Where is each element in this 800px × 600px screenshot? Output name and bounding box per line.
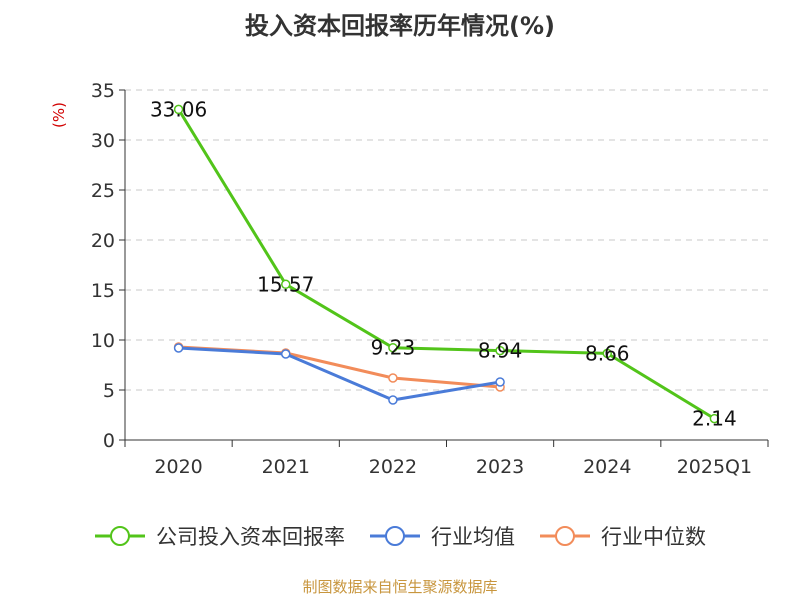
legend-label: 行业中位数 xyxy=(601,525,706,549)
series xyxy=(173,104,720,424)
series-point-0 xyxy=(602,348,612,359)
series-point-1 xyxy=(281,349,291,359)
series-line-0 xyxy=(177,108,716,420)
data-label: 9.23 xyxy=(371,336,416,360)
legend-label: 行业均值 xyxy=(431,525,515,549)
axes: 0 5 10 15 20 25 30 35 2020 2021 2022 2023 2024 2025Q1 xyxy=(91,80,769,478)
series-line-1 xyxy=(178,346,501,402)
legend-item[interactable]: 公司投入资本回报率 xyxy=(94,521,345,551)
y-tick-label: 0 xyxy=(103,430,115,452)
series-point-1 xyxy=(495,377,505,387)
data-label: 15.57 xyxy=(257,272,314,296)
legend-label: 公司投入资本回报率 xyxy=(156,525,345,549)
y-tick-label: 20 xyxy=(91,230,115,252)
series-point-0 xyxy=(495,345,505,356)
y-tick-label: 15 xyxy=(91,280,115,302)
gridlines xyxy=(125,89,768,391)
x-tick-label: 2024 xyxy=(583,456,631,478)
x-tick-label: 2025Q1 xyxy=(677,456,752,478)
y-tick-label: 35 xyxy=(91,80,115,102)
series-point-0 xyxy=(281,279,291,290)
data-label: 2.14 xyxy=(692,407,737,431)
x-tick-label: 2020 xyxy=(154,456,202,478)
y-tick-label: 30 xyxy=(91,130,115,152)
series-point-1 xyxy=(173,343,184,353)
data-label: 8.66 xyxy=(585,341,630,365)
y-tick-label: 25 xyxy=(91,180,115,202)
series-line-2 xyxy=(178,345,501,389)
x-tick-label: 2023 xyxy=(476,456,524,478)
x-tick-label: 2022 xyxy=(369,456,417,478)
series-point-2 xyxy=(388,373,398,383)
series-point-0 xyxy=(388,342,398,353)
data-label: 8.94 xyxy=(478,339,523,363)
data-labels: 33.06 15.57 9.23 8.94 8.66 2.14 xyxy=(150,97,737,430)
legend-item[interactable]: 行业均值 xyxy=(369,521,515,551)
series-point-1 xyxy=(388,395,398,405)
series-point-0 xyxy=(709,413,720,424)
legend-marker xyxy=(95,526,145,546)
chart-title: 投入资本回报率历年情况(%) xyxy=(245,12,555,40)
legend-marker xyxy=(370,526,420,546)
legend-item[interactable]: 行业中位数 xyxy=(539,521,706,551)
y-tick-label: 5 xyxy=(103,380,115,402)
data-label: 33.06 xyxy=(150,97,207,121)
source-note: 制图数据来自恒生聚源数据库 xyxy=(302,578,498,596)
y-tick-label: 10 xyxy=(91,330,115,352)
legend: 公司投入资本回报率 行业均值 行业中位数 xyxy=(0,518,800,554)
x-tick-label: 2021 xyxy=(262,456,310,478)
series-point-0 xyxy=(173,104,184,115)
legend-marker xyxy=(540,526,590,546)
